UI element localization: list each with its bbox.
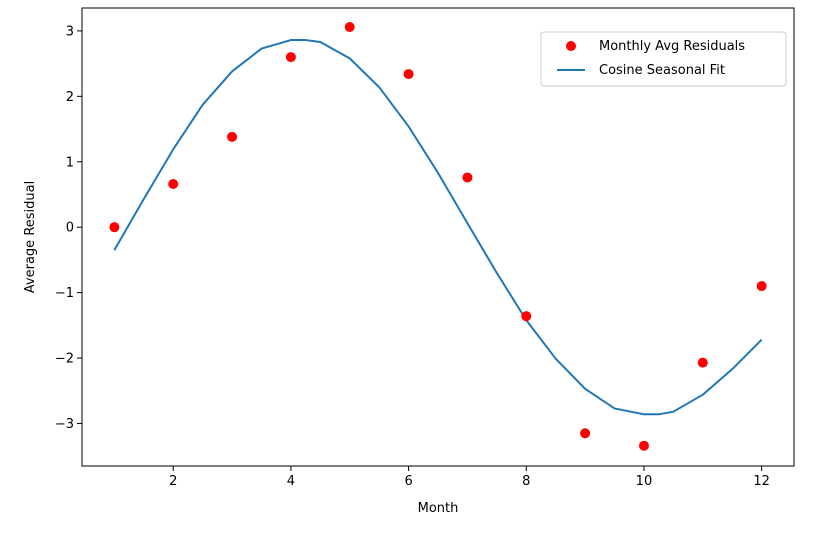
residual-point: [227, 131, 238, 142]
y-tick-label: 0: [66, 221, 74, 236]
residual-point: [521, 311, 532, 322]
x-tick-label: 10: [636, 474, 653, 489]
plot-area-frame: [81, 7, 795, 467]
x-tick-label: 6: [404, 474, 412, 489]
x-tick-label: 8: [522, 474, 530, 489]
residual-point: [403, 69, 414, 80]
legend-marker-scatter: [566, 41, 576, 51]
y-tick-label: −3: [55, 417, 74, 432]
y-axis-label: Average Residual: [23, 181, 38, 293]
residual-point: [168, 179, 179, 190]
x-tick-label: 12: [753, 474, 770, 489]
residual-point: [638, 440, 649, 451]
y-tick-label: −1: [55, 286, 74, 301]
cosine-fit-line: [113, 39, 763, 416]
residual-point: [462, 172, 473, 183]
legend-label-line: Cosine Seasonal Fit: [599, 63, 725, 78]
residual-point: [109, 222, 120, 233]
residual-point: [756, 281, 767, 292]
x-tick-label: 2: [169, 474, 177, 489]
legend-box: [540, 31, 787, 87]
x-axis-ticks: 2 4 6 8 10 12: [169, 466, 770, 489]
residual-point: [285, 52, 296, 63]
residual-point: [580, 428, 591, 439]
residual-point: [344, 21, 355, 32]
x-axis-label: Month: [418, 501, 459, 516]
y-tick-label: 1: [66, 155, 74, 170]
scatter-points-layer: [109, 21, 767, 451]
x-tick-label: 4: [287, 474, 295, 489]
fit-line-layer: [113, 39, 763, 416]
legend-label-scatter: Monthly Avg Residuals: [599, 39, 745, 54]
y-axis-ticks: −3 −2 −1 0 1 2 3: [55, 24, 82, 432]
legend: Monthly Avg Residuals Cosine Seasonal Fit: [540, 31, 787, 87]
y-tick-label: 3: [66, 24, 74, 39]
residual-point: [697, 357, 708, 368]
y-tick-label: 2: [66, 90, 74, 105]
y-tick-label: −2: [55, 352, 74, 367]
